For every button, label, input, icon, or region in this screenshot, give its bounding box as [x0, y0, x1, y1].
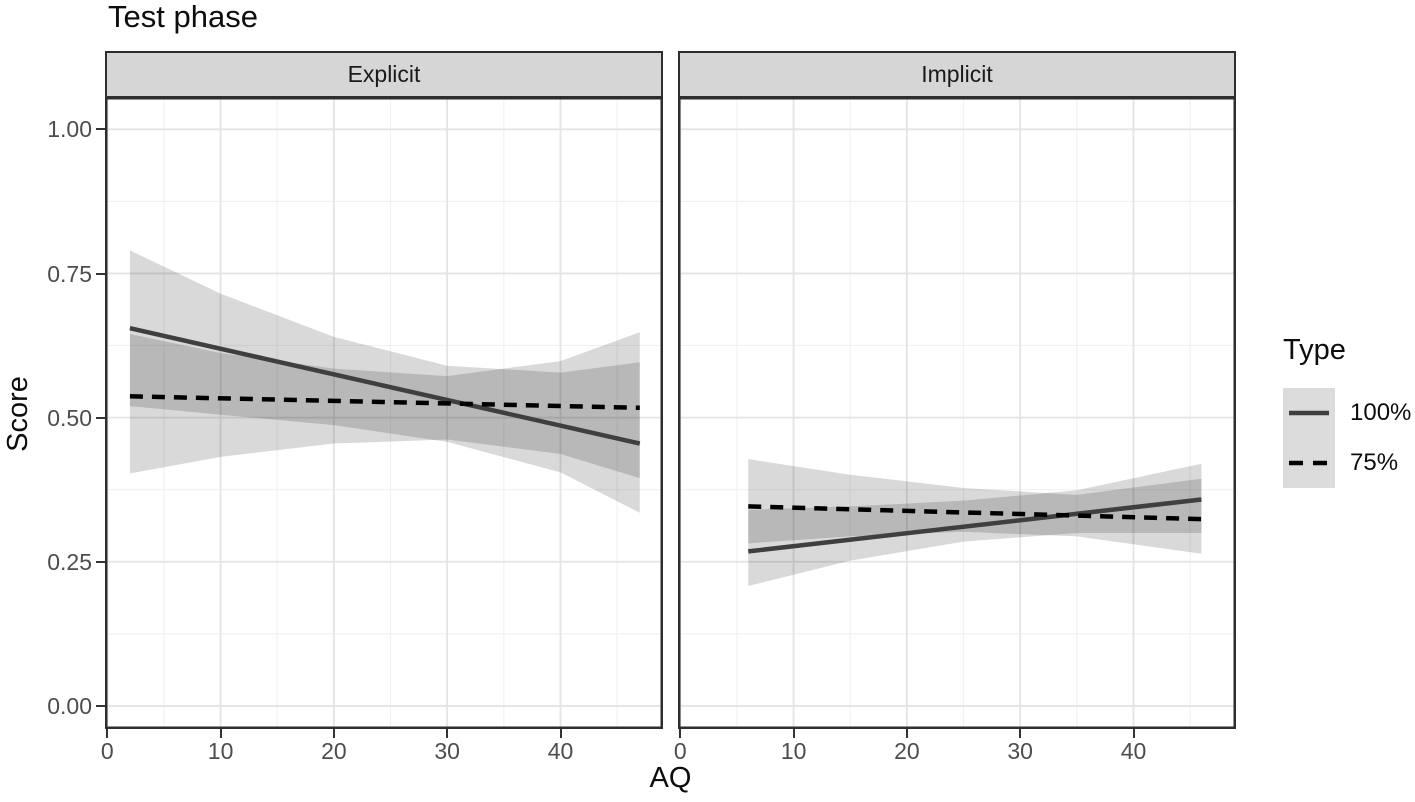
x-tick-label: 0 — [100, 738, 114, 764]
y-tick-mark — [96, 416, 105, 419]
facet-strip-explicit: Explicit — [105, 51, 663, 98]
x-tick-mark — [792, 729, 795, 738]
y-tick-label: 0.75 — [47, 260, 92, 287]
y-tick-label: 0.50 — [47, 404, 92, 431]
x-tick-label: 20 — [894, 738, 920, 764]
x-tick-label: 40 — [1120, 738, 1147, 764]
x-tick-mark — [446, 729, 449, 738]
x-tick-label: 20 — [321, 738, 347, 764]
panel-svg — [678, 97, 1236, 729]
legend-key-line — [1289, 460, 1329, 466]
facet-strip-label: Implicit — [921, 61, 993, 87]
y-tick-label: 0.00 — [47, 692, 92, 719]
x-tick-mark — [679, 729, 682, 738]
y-tick-label: 1.00 — [47, 116, 92, 143]
legend-title: Type — [1283, 334, 1346, 366]
legend-key-100-solid-line — [1283, 388, 1335, 438]
y-tick-mark — [96, 560, 105, 563]
y-tick-label: 0.25 — [47, 548, 92, 575]
legend-label: 75% — [1350, 449, 1399, 476]
legend-key-75-dashed-line — [1283, 438, 1335, 488]
x-axis-title: AQ — [649, 762, 692, 794]
y-axis-title: Score — [2, 376, 34, 452]
plot-title: Test phase — [108, 0, 258, 34]
panel-svg — [105, 97, 663, 729]
x-tick-mark — [1019, 729, 1022, 738]
legend-label: 100% — [1350, 399, 1412, 426]
x-tick-label: 0 — [673, 738, 687, 764]
legend-key-line — [1289, 410, 1329, 416]
x-tick-mark — [1132, 729, 1135, 738]
panel-explicit — [105, 97, 663, 729]
x-tick-label: 40 — [547, 738, 574, 764]
x-tick-mark — [219, 729, 222, 738]
x-tick-mark — [559, 729, 562, 738]
x-tick-mark — [905, 729, 908, 738]
facet-strip-label: Explicit — [347, 61, 421, 87]
y-tick-mark — [96, 128, 105, 131]
x-tick-mark — [332, 729, 335, 738]
x-tick-label: 10 — [780, 738, 807, 764]
y-tick-mark — [96, 272, 105, 275]
x-tick-mark — [106, 729, 109, 738]
x-tick-label: 30 — [1007, 738, 1033, 764]
x-tick-label: 10 — [207, 738, 234, 764]
facet-strip-implicit: Implicit — [678, 51, 1236, 98]
y-tick-mark — [96, 704, 105, 707]
x-tick-label: 30 — [434, 738, 460, 764]
panel-implicit — [678, 97, 1236, 729]
